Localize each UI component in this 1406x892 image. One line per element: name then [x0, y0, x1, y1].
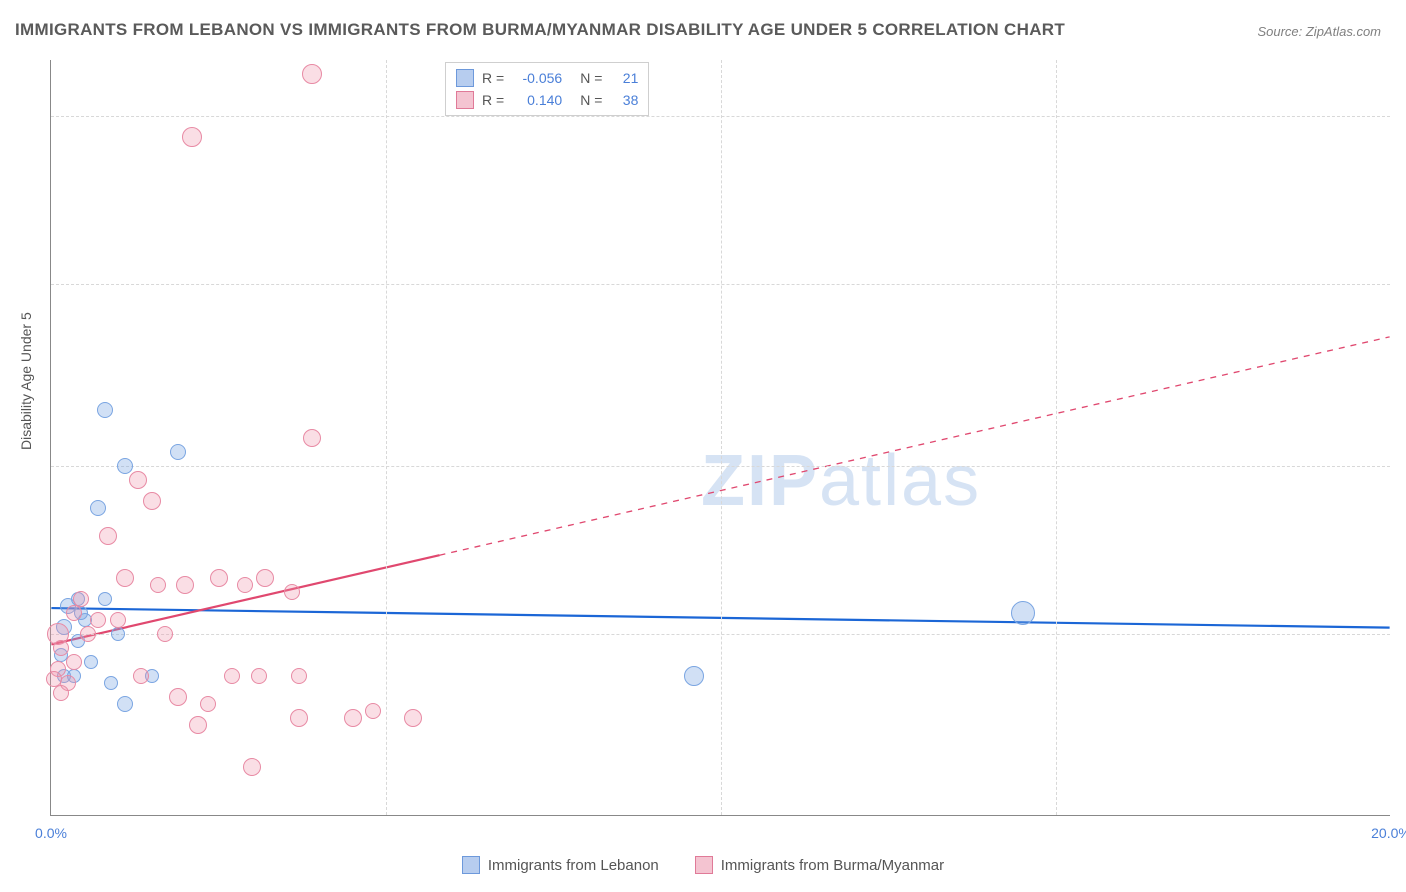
- y-tick-label: 3.8%: [1394, 276, 1406, 292]
- scatter-point-burma: [133, 668, 149, 684]
- n-label: N =: [580, 92, 602, 108]
- scatter-point-burma: [189, 716, 207, 734]
- r-label: R =: [482, 70, 504, 86]
- swatch-burma: [456, 91, 474, 109]
- scatter-point-burma: [53, 640, 69, 656]
- y-tick-label: 1.3%: [1394, 626, 1406, 642]
- scatter-point-burma: [404, 709, 422, 727]
- scatter-point-burma: [200, 696, 216, 712]
- x-tick-label: 0.0%: [35, 825, 67, 841]
- swatch-lebanon: [462, 856, 480, 874]
- scatter-point-burma: [303, 429, 321, 447]
- scatter-point-burma: [169, 688, 187, 706]
- gridline-v: [1056, 60, 1057, 815]
- scatter-point-burma: [284, 584, 300, 600]
- scatter-point-burma: [73, 591, 89, 607]
- scatter-point-lebanon: [117, 696, 133, 712]
- n-value: 38: [610, 92, 638, 108]
- r-label: R =: [482, 92, 504, 108]
- r-value: -0.056: [512, 70, 562, 86]
- scatter-point-lebanon: [111, 627, 125, 641]
- scatter-point-lebanon: [684, 666, 704, 686]
- scatter-point-burma: [243, 758, 261, 776]
- correlation-legend: R = -0.056 N = 21 R = 0.140 N = 38: [445, 62, 649, 116]
- scatter-point-burma: [251, 668, 267, 684]
- y-tick-label: 2.5%: [1394, 458, 1406, 474]
- scatter-point-lebanon: [117, 458, 133, 474]
- r-value: 0.140: [512, 92, 562, 108]
- scatter-point-lebanon: [1011, 601, 1035, 625]
- scatter-point-burma: [129, 471, 147, 489]
- scatter-point-burma: [344, 709, 362, 727]
- scatter-point-burma: [365, 703, 381, 719]
- scatter-point-burma: [150, 577, 166, 593]
- scatter-point-burma: [80, 626, 96, 642]
- scatter-point-burma: [176, 576, 194, 594]
- y-tick-label: 5.0%: [1394, 108, 1406, 124]
- corr-legend-row-burma: R = 0.140 N = 38: [456, 89, 638, 111]
- scatter-point-burma: [291, 668, 307, 684]
- legend-item-lebanon: Immigrants from Lebanon: [462, 856, 659, 874]
- scatter-point-burma: [66, 605, 82, 621]
- source-label: Source: ZipAtlas.com: [1257, 24, 1381, 39]
- swatch-burma: [695, 856, 713, 874]
- legend-item-burma: Immigrants from Burma/Myanmar: [695, 856, 944, 874]
- scatter-point-burma: [53, 685, 69, 701]
- plot-area: ZIPatlas 1.3%2.5%3.8%5.0%0.0%20.0%: [50, 60, 1390, 816]
- n-label: N =: [580, 70, 602, 86]
- gridline-v: [721, 60, 722, 815]
- trendline-dash-burma: [439, 337, 1389, 555]
- x-tick-label: 20.0%: [1371, 825, 1406, 841]
- scatter-point-burma: [256, 569, 274, 587]
- scatter-point-burma: [143, 492, 161, 510]
- scatter-point-lebanon: [104, 676, 118, 690]
- y-axis-label: Disability Age Under 5: [18, 312, 34, 450]
- legend-label: Immigrants from Lebanon: [488, 857, 659, 874]
- scatter-point-burma: [224, 668, 240, 684]
- corr-legend-row-lebanon: R = -0.056 N = 21: [456, 67, 638, 89]
- series-legend: Immigrants from Lebanon Immigrants from B…: [0, 856, 1406, 874]
- gridline-v: [386, 60, 387, 815]
- scatter-point-lebanon: [97, 402, 113, 418]
- scatter-point-burma: [302, 64, 322, 84]
- scatter-point-burma: [99, 527, 117, 545]
- scatter-point-burma: [237, 577, 253, 593]
- scatter-point-burma: [110, 612, 126, 628]
- scatter-point-burma: [182, 127, 202, 147]
- n-value: 21: [610, 70, 638, 86]
- scatter-point-burma: [210, 569, 228, 587]
- scatter-point-burma: [157, 626, 173, 642]
- scatter-point-burma: [116, 569, 134, 587]
- scatter-point-lebanon: [170, 444, 186, 460]
- legend-label: Immigrants from Burma/Myanmar: [721, 857, 944, 874]
- scatter-point-lebanon: [98, 592, 112, 606]
- scatter-point-burma: [290, 709, 308, 727]
- scatter-point-burma: [90, 612, 106, 628]
- scatter-point-lebanon: [84, 655, 98, 669]
- scatter-point-burma: [66, 654, 82, 670]
- chart-title: IMMIGRANTS FROM LEBANON VS IMMIGRANTS FR…: [15, 20, 1065, 40]
- swatch-lebanon: [456, 69, 474, 87]
- scatter-point-lebanon: [90, 500, 106, 516]
